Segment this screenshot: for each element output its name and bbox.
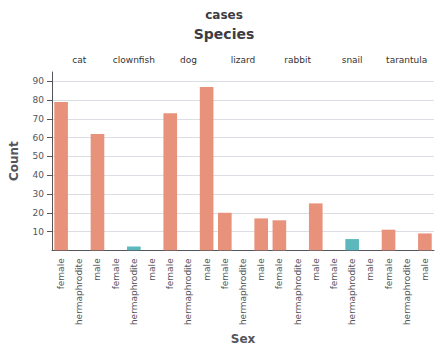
svg-text:cases: cases	[205, 8, 243, 22]
svg-text:30: 30	[33, 189, 45, 199]
svg-text:hermaphrodite: hermaphrodite	[238, 258, 248, 325]
svg-text:female: female	[384, 258, 394, 289]
svg-text:female: female	[111, 258, 121, 289]
svg-text:cat: cat	[72, 55, 86, 65]
svg-text:50: 50	[33, 151, 45, 161]
svg-text:hermaphrodite: hermaphrodite	[74, 258, 84, 325]
svg-text:male: male	[256, 258, 266, 281]
svg-text:90: 90	[33, 76, 45, 86]
svg-text:20: 20	[33, 208, 45, 218]
svg-text:female: female	[329, 258, 339, 289]
svg-text:lizard: lizard	[231, 55, 256, 65]
svg-text:male: male	[147, 258, 157, 281]
svg-text:hermaphrodite: hermaphrodite	[129, 258, 139, 325]
svg-text:female: female	[274, 258, 284, 289]
svg-text:female: female	[56, 258, 66, 289]
svg-text:tarantula: tarantula	[386, 55, 427, 65]
svg-text:male: male	[92, 258, 102, 281]
svg-text:hermaphrodite: hermaphrodite	[347, 258, 357, 325]
svg-text:Species: Species	[194, 26, 255, 42]
svg-text:hermaphrodite: hermaphrodite	[293, 258, 303, 325]
svg-text:hermaphrodite: hermaphrodite	[402, 258, 412, 325]
svg-text:rabbit: rabbit	[284, 55, 311, 65]
svg-text:clownfish: clownfish	[113, 55, 155, 65]
svg-text:80: 80	[33, 95, 45, 105]
svg-text:70: 70	[33, 114, 45, 124]
svg-text:hermaphrodite: hermaphrodite	[183, 258, 193, 325]
svg-text:10: 10	[33, 227, 45, 237]
svg-text:Sex: Sex	[231, 332, 256, 346]
svg-text:40: 40	[33, 170, 45, 180]
svg-text:male: male	[420, 258, 430, 281]
svg-text:male: male	[202, 258, 212, 281]
svg-text:male: male	[365, 258, 375, 281]
svg-text:60: 60	[33, 133, 45, 143]
svg-text:Count: Count	[7, 141, 21, 181]
svg-text:female: female	[165, 258, 175, 289]
svg-text:snail: snail	[342, 55, 363, 65]
svg-text:dog: dog	[180, 55, 197, 65]
svg-text:female: female	[220, 258, 230, 289]
svg-text:male: male	[311, 258, 321, 281]
